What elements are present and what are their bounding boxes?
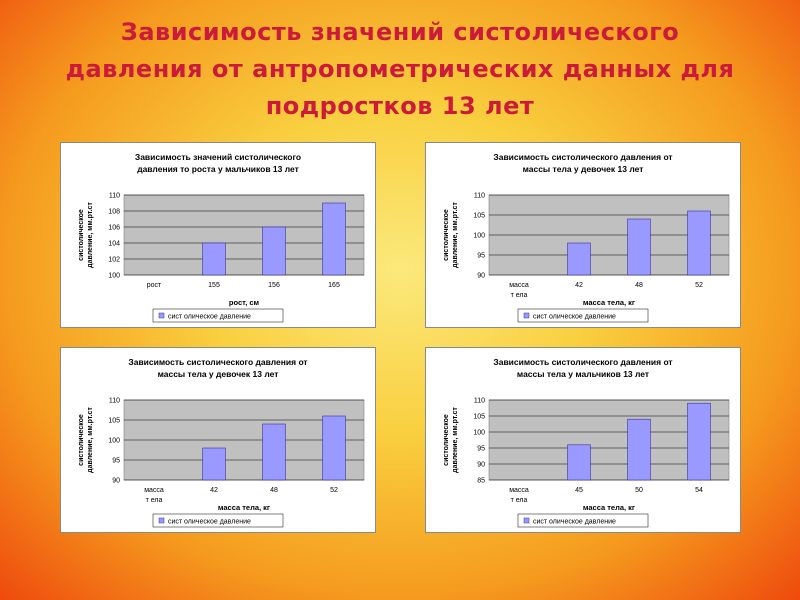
bar [687,210,711,276]
y-tick-label: 95 [477,253,485,260]
slide-title-line: подростков 13 лет [265,92,535,120]
y-tick-label: 100 [473,233,485,240]
y-tick-label: 100 [108,438,120,445]
y-axis-label: систолическое давление, мм.рт.ст [443,202,459,268]
y-tick-label: 90 [112,478,120,485]
x-tick-label: масса т ела [509,282,529,299]
y-axis-label-line: давление, мм.рт.ст [87,202,94,268]
bar [687,402,711,481]
chart-title: Зависимость систолического давления от [493,152,672,162]
x-tick-label: 48 [635,282,643,289]
legend-swatch [523,517,530,524]
x-tick-label: 156 [268,282,280,289]
x-axis-label: рост, см [229,298,260,307]
y-tick-label: 95 [477,446,485,453]
y-tick-label: 95 [112,458,120,465]
legend-label: сист олическое давление [533,519,616,526]
x-tick-label: масса т ела [509,487,529,504]
bar [202,242,226,276]
chart-height-boys: Зависимость значений систолического давле… [60,142,376,328]
bar [262,423,286,481]
legend-label: сист олическое давление [533,314,616,321]
chart-weight-boys: Зависимость систолического давления от ма… [425,347,741,533]
x-tick-label: 165 [328,282,340,289]
y-tick-label: 85 [477,478,485,485]
y-axis-label-line: систолическое [78,414,85,466]
chart-weight-girls-1: Зависимость систолического давления от ма… [425,142,741,328]
chart-svg: Зависимость систолического давления от ма… [443,152,730,323]
x-tick-label: 155 [208,282,220,289]
y-tick-label: 102 [108,257,120,264]
legend-swatch [158,517,165,524]
x-axis-label: масса тела, кг [218,503,270,512]
chart-title: Зависимость систолического давления от [128,357,307,367]
legend-box [517,308,649,323]
x-tick-label: масса т ела [144,487,164,504]
slide-title-line: Зависимость значений систолического [120,18,680,46]
y-axis-label-line: давление, мм.рт.ст [452,202,459,268]
chart-title: массы тела у девочек 13 лет [158,369,279,379]
chart-svg: Зависимость систолического давления от ма… [78,357,365,528]
chart-title: Зависимость значений систолического [135,152,301,162]
x-tick-label: 48 [270,487,278,494]
y-tick-label: 108 [108,209,120,216]
y-axis-label: систолическое давление, мм.рт.ст [443,407,459,473]
y-tick-label: 90 [477,462,485,469]
y-tick-label: 110 [474,193,485,200]
x-axis-label: масса тела, кг [583,503,635,512]
y-tick-label: 100 [108,273,120,280]
x-tick-label: рост [147,282,162,289]
bar [567,444,591,481]
y-axis-label-line: систолическое [443,209,450,261]
slide-title: Зависимость значений систолического давл… [20,14,780,125]
bar [262,226,286,276]
chart-title: давления то роста у мальчиков 13 лет [137,164,299,174]
chart-title: Зависимость систолического давления от [493,357,672,367]
bar [567,242,591,276]
y-tick-label: 105 [108,418,120,425]
y-axis-label-line: систолическое [78,209,85,261]
x-tick-label: 50 [635,487,643,494]
y-tick-label: 110 [109,193,120,200]
x-tick-label: 42 [210,487,218,494]
chart-svg: Зависимость значений систолического давле… [78,152,365,323]
legend-swatch [523,312,530,319]
y-tick-label: 110 [109,398,120,405]
x-axis-label: масса тела, кг [583,298,635,307]
y-tick-label: 104 [108,241,120,248]
y-axis-label-line: давление, мм.рт.ст [452,407,459,473]
legend-label: сист олическое давление [168,519,251,526]
legend-swatch [158,312,165,319]
y-tick-label: 110 [474,398,485,405]
slide-title-line: давления от антропометрических данных дл… [65,55,735,83]
y-tick-label: 100 [473,430,485,437]
chart-title: массы тела у мальчиков 13 лет [517,369,649,379]
chart-weight-girls-2: Зависимость систолического давления от ма… [60,347,376,533]
y-tick-label: 90 [477,273,485,280]
bar [322,415,346,481]
bar [202,447,226,481]
x-tick-label: 52 [695,282,703,289]
y-tick-label: 106 [108,225,120,232]
legend-box [152,513,284,528]
y-axis-label-line: давление, мм.рт.ст [87,407,94,473]
y-tick-label: 105 [473,414,485,421]
bar [627,418,651,481]
x-tick-label: 54 [695,487,703,494]
bar [627,218,651,276]
y-axis-label: систолическое давление, мм.рт.ст [78,407,94,473]
legend-box [517,513,649,528]
legend-box [152,308,284,323]
x-tick-label: 42 [575,282,583,289]
y-axis-label: систолическое давление, мм.рт.ст [78,202,94,268]
y-axis-label-line: систолическое [443,414,450,466]
bar [322,202,346,276]
legend-label: сист олическое давление [168,314,251,321]
x-tick-label: 52 [330,487,338,494]
chart-svg: Зависимость систолического давления от ма… [443,357,730,528]
y-tick-label: 105 [473,213,485,220]
x-tick-label: 45 [575,487,583,494]
chart-title: массы тела у девочек 13 лет [523,164,644,174]
